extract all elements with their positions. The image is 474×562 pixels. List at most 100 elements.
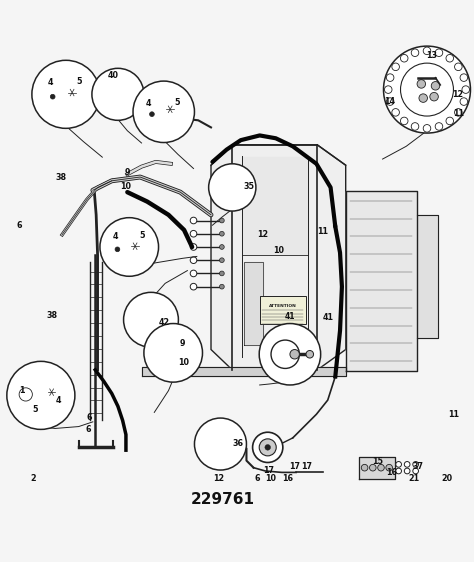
Circle shape — [32, 60, 100, 128]
Text: 5: 5 — [174, 98, 180, 107]
FancyBboxPatch shape — [260, 296, 306, 324]
Circle shape — [194, 418, 246, 470]
Circle shape — [23, 392, 28, 397]
Text: 36: 36 — [233, 438, 244, 447]
Text: ATTENTION: ATTENTION — [269, 303, 297, 307]
Polygon shape — [359, 457, 395, 479]
Circle shape — [50, 94, 55, 99]
Circle shape — [190, 270, 197, 277]
Text: 17: 17 — [301, 462, 312, 471]
Circle shape — [290, 350, 300, 359]
Circle shape — [48, 92, 57, 101]
Circle shape — [370, 464, 376, 471]
Text: 11: 11 — [318, 227, 328, 236]
Text: 10: 10 — [273, 246, 284, 255]
Text: 4: 4 — [48, 78, 54, 87]
Circle shape — [130, 242, 140, 251]
Text: 15: 15 — [373, 457, 383, 466]
Circle shape — [19, 388, 32, 401]
Circle shape — [190, 257, 197, 264]
Text: 41: 41 — [322, 314, 333, 323]
Text: 12: 12 — [452, 90, 463, 99]
Circle shape — [455, 108, 462, 116]
Circle shape — [209, 164, 256, 211]
Circle shape — [446, 117, 454, 125]
Circle shape — [190, 244, 197, 250]
Circle shape — [396, 468, 401, 474]
Circle shape — [219, 284, 224, 289]
Circle shape — [446, 55, 454, 62]
Circle shape — [100, 217, 158, 277]
Text: 4: 4 — [112, 232, 118, 241]
Circle shape — [401, 117, 408, 125]
Circle shape — [190, 283, 197, 290]
Text: 14: 14 — [384, 97, 396, 106]
Circle shape — [417, 80, 426, 88]
Circle shape — [204, 432, 229, 456]
Circle shape — [411, 123, 419, 130]
Circle shape — [124, 292, 178, 347]
Circle shape — [190, 230, 197, 237]
Circle shape — [384, 86, 392, 93]
Circle shape — [253, 432, 283, 463]
Circle shape — [404, 461, 410, 467]
Circle shape — [423, 125, 431, 132]
Circle shape — [219, 218, 224, 223]
Circle shape — [404, 468, 410, 474]
Polygon shape — [244, 262, 263, 345]
Circle shape — [396, 461, 401, 467]
Circle shape — [147, 110, 156, 119]
Circle shape — [219, 258, 224, 262]
Circle shape — [150, 112, 155, 116]
Text: 5: 5 — [76, 76, 82, 85]
Text: 40: 40 — [108, 71, 118, 80]
Circle shape — [92, 69, 144, 120]
Circle shape — [259, 324, 320, 385]
Text: 17: 17 — [264, 466, 274, 475]
Circle shape — [115, 247, 120, 252]
Text: 10: 10 — [178, 358, 189, 367]
Text: 11: 11 — [448, 410, 459, 419]
Circle shape — [431, 81, 440, 90]
Text: 229761: 229761 — [191, 492, 255, 507]
Circle shape — [411, 49, 419, 57]
Circle shape — [460, 74, 468, 81]
Circle shape — [435, 123, 443, 130]
Polygon shape — [346, 191, 417, 371]
Text: 4: 4 — [56, 396, 62, 405]
Text: 5: 5 — [32, 405, 38, 414]
Circle shape — [113, 244, 122, 254]
FancyBboxPatch shape — [166, 342, 175, 348]
Text: 42: 42 — [159, 318, 170, 327]
Circle shape — [219, 244, 224, 250]
Circle shape — [435, 49, 443, 57]
Circle shape — [361, 464, 368, 471]
Text: 21: 21 — [409, 474, 420, 483]
Text: 1: 1 — [19, 386, 25, 395]
Text: 5: 5 — [140, 231, 145, 240]
Text: 10: 10 — [265, 474, 276, 483]
Text: 11: 11 — [454, 108, 465, 117]
Circle shape — [265, 445, 271, 450]
Text: 6: 6 — [87, 413, 92, 422]
Circle shape — [386, 74, 394, 81]
Circle shape — [219, 232, 224, 236]
Text: 6: 6 — [17, 221, 22, 230]
Circle shape — [423, 47, 431, 55]
Circle shape — [455, 63, 462, 71]
Circle shape — [413, 468, 419, 474]
Circle shape — [383, 46, 471, 133]
Text: 20: 20 — [442, 474, 453, 483]
Circle shape — [271, 340, 300, 369]
Circle shape — [133, 81, 194, 143]
Text: 16: 16 — [386, 468, 398, 477]
Text: 38: 38 — [46, 311, 57, 320]
Circle shape — [378, 464, 384, 471]
Circle shape — [221, 181, 234, 194]
Text: 12: 12 — [213, 474, 225, 483]
Text: 12: 12 — [257, 230, 269, 239]
Circle shape — [413, 461, 419, 467]
Circle shape — [460, 98, 468, 105]
Circle shape — [21, 389, 30, 399]
Text: 10: 10 — [120, 182, 131, 191]
